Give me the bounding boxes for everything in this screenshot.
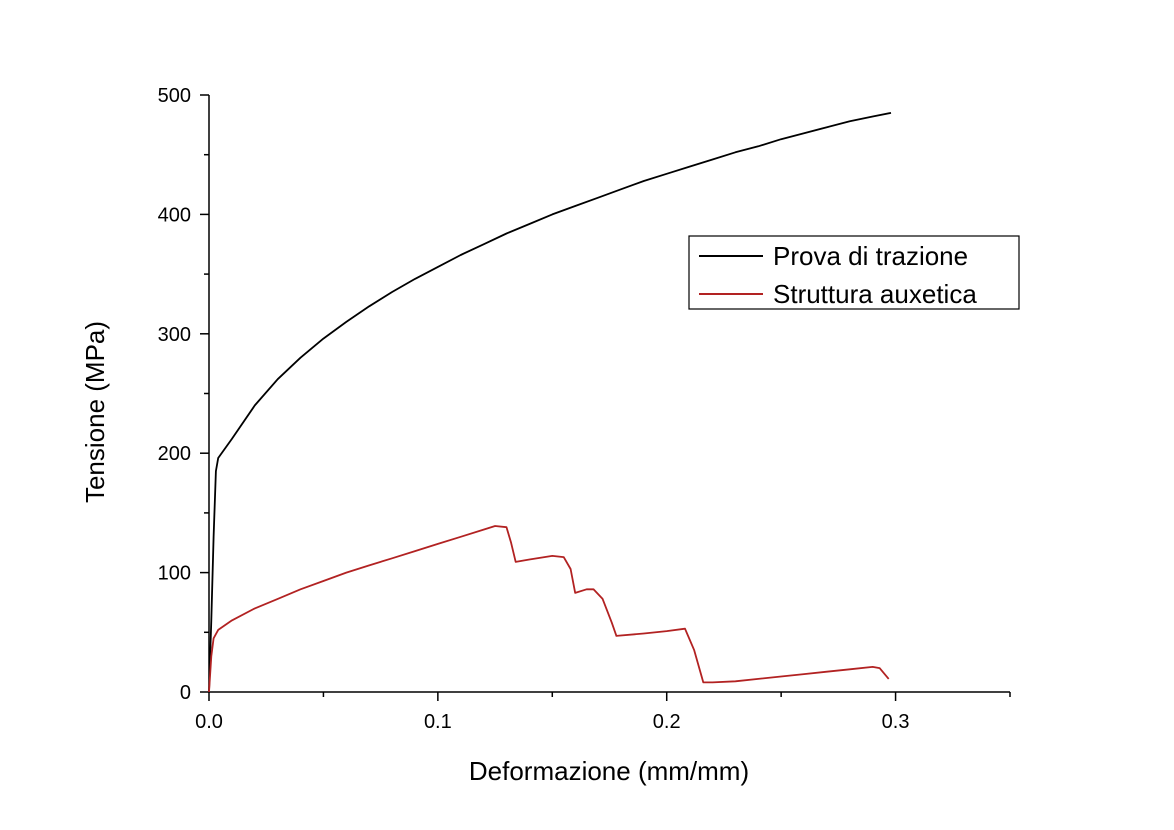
series-line-1 bbox=[208, 525, 890, 693]
y-tick-label: 300 bbox=[158, 324, 191, 346]
legend: Prova di trazione Struttura auxetica bbox=[688, 235, 1020, 310]
legend-label-1: Struttura auxetica bbox=[773, 279, 977, 309]
series-layer bbox=[208, 112, 892, 693]
x-tick-label: 0.1 bbox=[424, 711, 452, 733]
axis-tick-labels: 0.0 0.1 0.2 0.3 0 100 200 300 400 500 bbox=[158, 85, 910, 733]
x-axis-title: Deformazione (mm/mm) bbox=[469, 756, 749, 786]
y-tick-label: 0 bbox=[180, 682, 191, 704]
x-tick-label: 0.0 bbox=[195, 711, 223, 733]
x-tick-label: 0.3 bbox=[882, 711, 910, 733]
legend-label-0: Prova di trazione bbox=[773, 241, 968, 271]
plot-area: 0.0 0.1 0.2 0.3 0 100 200 300 400 500 bbox=[158, 85, 1011, 733]
y-axis-title: Tensione (MPa) bbox=[80, 321, 110, 503]
series-line-0 bbox=[208, 112, 892, 693]
x-tick-label: 0.2 bbox=[653, 711, 681, 733]
y-tick-label: 500 bbox=[158, 85, 191, 107]
y-tick-label: 400 bbox=[158, 204, 191, 226]
axis-ticks bbox=[200, 94, 1011, 701]
y-tick-label: 100 bbox=[158, 563, 191, 585]
y-tick-label: 200 bbox=[158, 443, 191, 465]
legend-box bbox=[688, 235, 1020, 310]
